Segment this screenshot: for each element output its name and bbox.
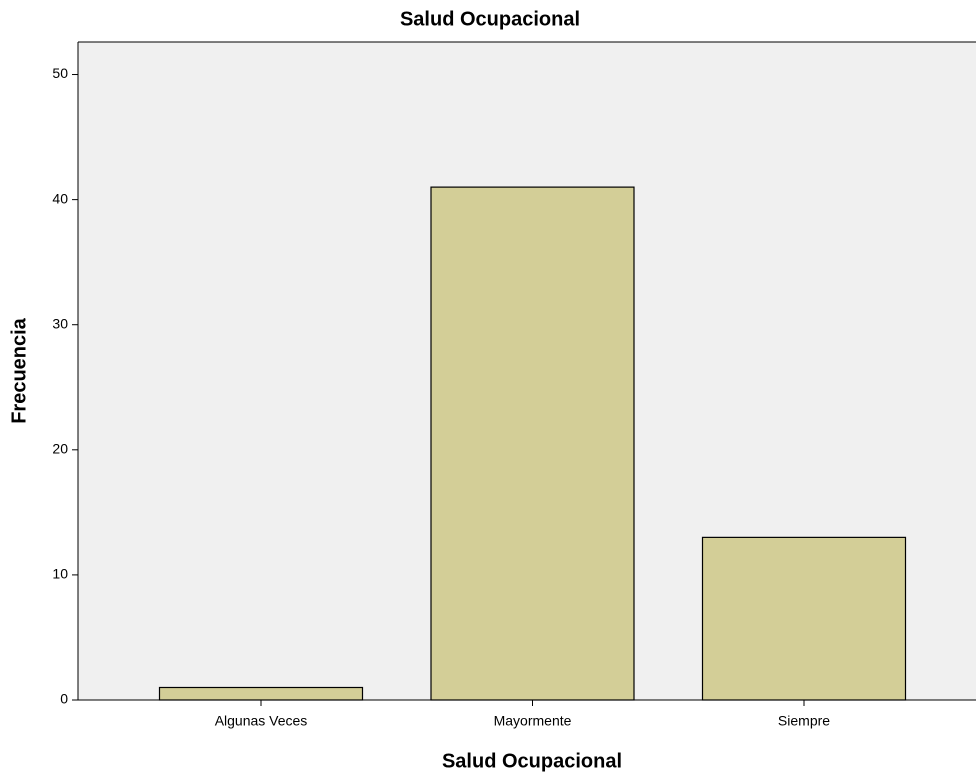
bar	[158, 686, 364, 701]
y-tick-label: 30	[52, 315, 68, 331]
x-tick-label: Siempre	[778, 713, 830, 729]
y-tick-label: 20	[52, 441, 68, 457]
y-tick-label: 50	[52, 65, 68, 81]
y-axis-label: Frecuencia	[8, 317, 30, 423]
y-tick-label: 0	[60, 691, 68, 707]
bar	[430, 186, 635, 701]
chart-title: Salud Ocupacional	[400, 8, 580, 30]
bar	[701, 536, 907, 701]
y-tick-label: 40	[52, 190, 68, 206]
x-tick-label: Mayormente	[494, 713, 572, 729]
x-tick-label: Algunas Veces	[215, 713, 308, 729]
y-tick-label: 10	[52, 566, 68, 582]
x-axis-label: Salud Ocupacional	[442, 750, 622, 772]
